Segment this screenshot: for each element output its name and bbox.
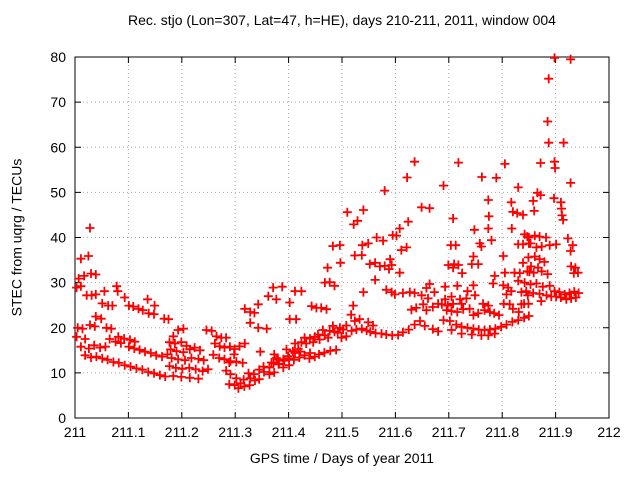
x-tick-label: 211.5 — [325, 424, 359, 440]
y-axis-label: STEC from uqrg / TECUs — [8, 158, 25, 317]
y-tick-label: 80 — [50, 49, 66, 65]
y-tick-label: 10 — [50, 365, 66, 381]
chart-title: Rec. stjo (Lon=307, Lat=47, h=HE), days … — [128, 12, 556, 28]
x-tick-label: 211.7 — [432, 424, 466, 440]
y-tick-label: 50 — [50, 184, 66, 200]
x-tick-label: 211.9 — [539, 424, 573, 440]
scatter-points — [72, 53, 584, 393]
x-tick-label: 211.8 — [485, 424, 519, 440]
y-tick-label: 30 — [50, 275, 66, 291]
x-tick-label: 211 — [64, 424, 87, 440]
x-axis-label: GPS time / Days of year 2011 — [249, 450, 435, 466]
x-tick-label: 211.6 — [378, 424, 412, 440]
y-tick-label: 20 — [50, 320, 66, 336]
y-tick-label: 70 — [50, 94, 66, 110]
y-tick-label: 40 — [50, 230, 66, 246]
x-tick-label: 211.2 — [165, 424, 199, 440]
x-tick-label: 211.1 — [111, 424, 145, 440]
x-tick-label: 212 — [597, 424, 621, 440]
y-tick-label: 0 — [58, 410, 66, 426]
x-tick-label: 211.4 — [272, 424, 306, 440]
x-tick-label: 211.3 — [218, 424, 252, 440]
y-tick-label: 60 — [50, 139, 66, 155]
plot-border — [74, 56, 610, 419]
